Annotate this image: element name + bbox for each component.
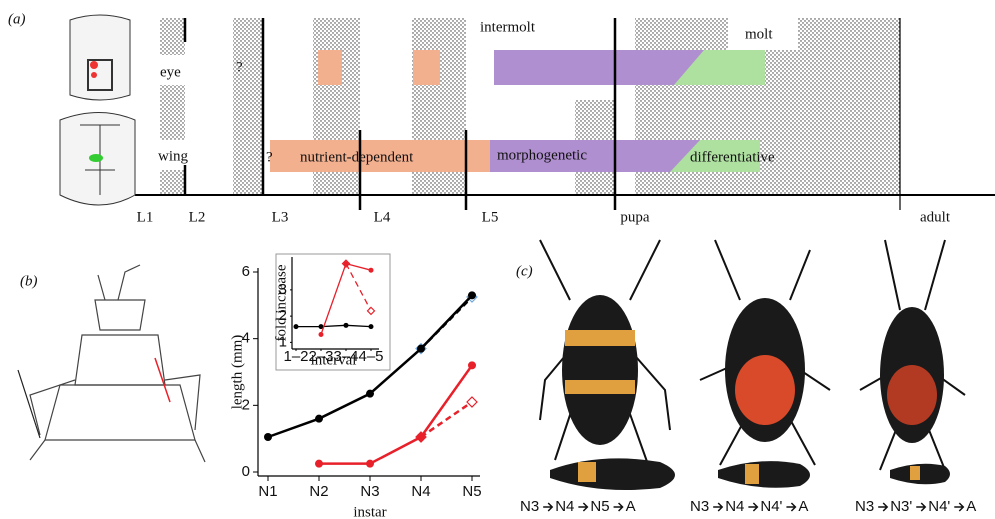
y-tick-label: 6 bbox=[242, 263, 250, 280]
arrow bbox=[614, 503, 623, 511]
stage-label: L3 bbox=[272, 209, 289, 225]
caption-token: A bbox=[966, 498, 976, 515]
panel-label: (c) bbox=[516, 263, 533, 279]
x-axis-label: instar bbox=[353, 504, 386, 519]
phase-label: intermolt bbox=[480, 19, 536, 35]
point bbox=[369, 268, 374, 273]
panel-c: (c) N3 N4 N5 A N3 N4 N4' A N3 N3' N4' A bbox=[516, 240, 976, 515]
x-tick-label: N1 bbox=[258, 483, 277, 500]
caption-token: A bbox=[626, 498, 636, 515]
point bbox=[417, 433, 425, 441]
arrow bbox=[916, 503, 925, 511]
point bbox=[344, 323, 349, 328]
panel-a: (a) bbox=[8, 11, 995, 225]
stage-label: L2 bbox=[189, 209, 206, 225]
caption-token: N4' bbox=[928, 498, 950, 515]
panel-label: (a) bbox=[8, 11, 26, 27]
row-label: wing bbox=[158, 148, 189, 164]
point bbox=[319, 332, 324, 337]
point bbox=[417, 345, 425, 353]
y-axis-label: length (mm) bbox=[229, 335, 245, 410]
stage-label: L4 bbox=[374, 209, 391, 225]
arrow bbox=[786, 503, 795, 511]
point bbox=[467, 397, 477, 407]
stage-label: L1 bbox=[137, 209, 154, 225]
x-tick-label: 1–2 bbox=[283, 348, 308, 365]
point bbox=[264, 433, 272, 441]
eye-row-bars bbox=[318, 50, 765, 85]
point bbox=[468, 361, 476, 369]
unknown-mark: ? bbox=[266, 149, 273, 165]
arrow bbox=[578, 503, 587, 511]
stage-label: pupa bbox=[620, 209, 650, 225]
x-axis-label: interval bbox=[311, 352, 357, 368]
caption-token: N3 bbox=[690, 498, 709, 515]
arrow bbox=[954, 503, 963, 511]
stage-label: L5 bbox=[482, 209, 499, 225]
y-axis-label: fold increase bbox=[273, 264, 289, 341]
caption-token: N5 bbox=[590, 498, 609, 515]
panel-label: (b) bbox=[20, 273, 38, 289]
caption-token: A bbox=[798, 498, 808, 515]
point bbox=[366, 390, 374, 398]
point bbox=[294, 324, 299, 329]
series-line bbox=[421, 402, 472, 437]
caption-token: N3' bbox=[890, 498, 912, 515]
period-label: nutrient-dependent bbox=[300, 149, 414, 165]
arrow bbox=[543, 503, 552, 511]
y-tick-label: 0 bbox=[242, 463, 250, 480]
x-tick-label: N3 bbox=[360, 483, 379, 500]
stage-label: adult bbox=[920, 209, 951, 225]
bug-photos bbox=[540, 240, 965, 490]
caption-token: N4 bbox=[555, 498, 574, 515]
unknown-mark: ? bbox=[236, 59, 243, 75]
row-label: eye bbox=[160, 64, 181, 80]
body-drawing bbox=[18, 265, 205, 462]
x-tick-label: N4 bbox=[411, 483, 430, 500]
caption-token: N3 bbox=[855, 498, 874, 515]
period-label: morphogenetic bbox=[497, 147, 587, 163]
point bbox=[344, 261, 349, 266]
arrow bbox=[713, 503, 722, 511]
point bbox=[468, 291, 476, 299]
figure: (a) bbox=[0, 0, 995, 519]
series-line bbox=[319, 365, 472, 463]
point bbox=[366, 460, 374, 468]
point bbox=[315, 415, 323, 423]
caption-token: N3 bbox=[520, 498, 539, 515]
point bbox=[315, 460, 323, 468]
stage-labels: L1 L2 L3 L4 L5 pupa adult bbox=[137, 209, 951, 225]
arrow bbox=[878, 503, 887, 511]
x-tick-label: N2 bbox=[309, 483, 328, 500]
captions: N3 N4 N5 A N3 N4 N4' A N3 N3' N4' A bbox=[520, 498, 976, 515]
caption-token: N4' bbox=[760, 498, 782, 515]
x-tick-label: N5 bbox=[462, 483, 481, 500]
x-tick-label: 4–5 bbox=[358, 348, 383, 365]
caption-token: N4 bbox=[725, 498, 744, 515]
point bbox=[369, 324, 374, 329]
period-label: differentiative bbox=[690, 149, 775, 165]
head-drawing bbox=[60, 15, 135, 205]
phase-label: molt bbox=[745, 26, 773, 42]
arrow bbox=[748, 503, 757, 511]
